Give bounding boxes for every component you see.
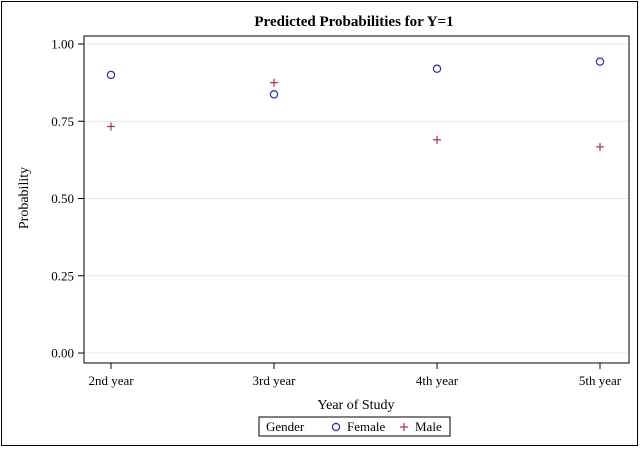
x-tick-label: 2nd year [88,373,134,388]
y-tick-label: 0.75 [51,114,74,129]
x-axis: 2nd year 3rd year 4th year 5th year [88,363,622,388]
data-points [106,57,605,151]
legend: Gender Female Male [258,416,451,437]
y-tick-label: 0.50 [51,191,74,206]
male-point [270,78,278,87]
male-point [107,122,115,131]
x-tick-label: 3rd year [253,373,297,388]
legend-female-label: Female [347,419,385,434]
y-axis-label: Probability [17,167,32,229]
y-tick-label: 0.25 [51,268,74,283]
legend-title: Gender [266,419,305,434]
female-point [595,57,605,66]
legend-box [258,416,451,437]
grid [84,43,629,354]
y-axis: 0.00 0.25 0.50 0.75 1.00 [51,37,84,361]
y-tick-label: 0.00 [51,346,74,361]
plot-area [83,35,630,364]
legend-male-label: Male [415,419,442,434]
y-tick-label: 1.00 [51,37,74,52]
x-axis-label: Year of Study [317,398,394,413]
female-point [432,64,442,73]
legend-male-marker [400,423,408,431]
x-tick-label: 4th year [416,373,459,388]
female-point [106,70,116,80]
male-point [596,142,604,151]
x-tick-label: 5th year [579,373,622,388]
female-point [269,90,279,99]
legend-female-marker [331,422,341,432]
chart-title: Predicted Probabilities for Y=1 [254,14,453,30]
male-point [433,135,441,144]
